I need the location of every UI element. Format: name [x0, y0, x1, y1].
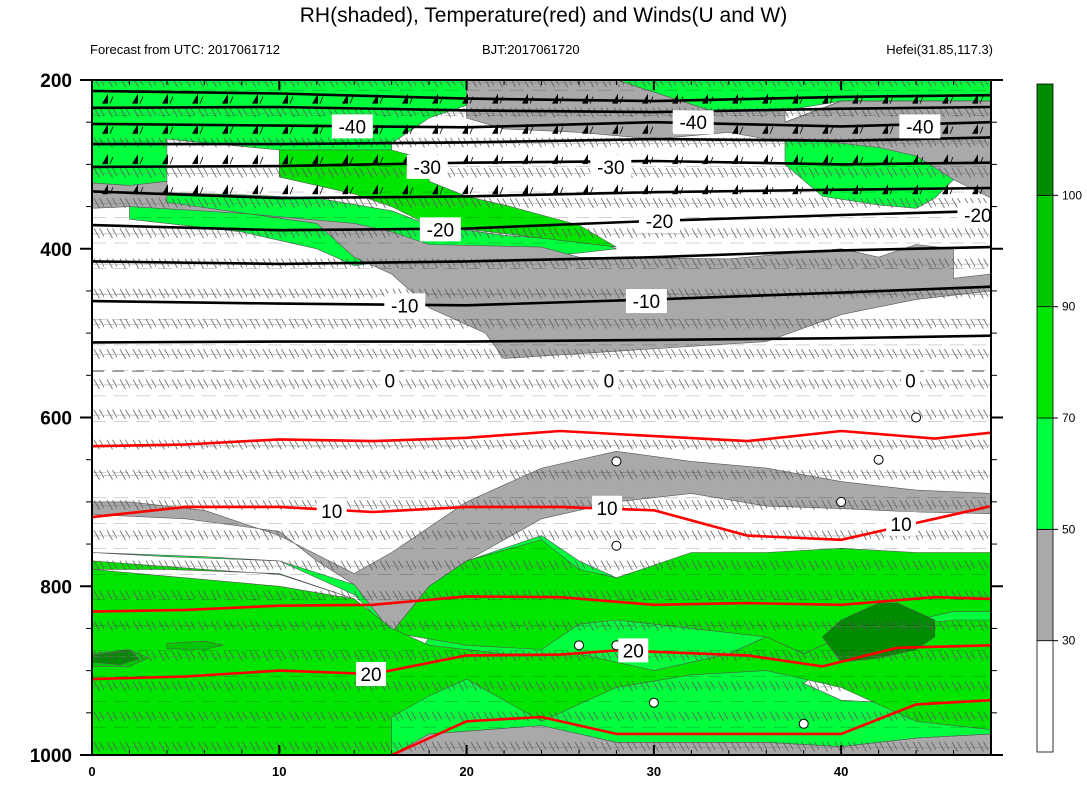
contour-label-box [356, 662, 387, 686]
temperature-isoline [92, 105, 991, 114]
temperature-isoline [92, 644, 991, 681]
temperature-isoline [92, 120, 991, 129]
contour-label-box [592, 495, 623, 520]
w-marker [911, 412, 922, 423]
temperature-isoline [92, 595, 991, 613]
temperature-isoline [92, 285, 991, 307]
temperature-isoline [92, 209, 991, 232]
colorbar-label: 90 [1062, 300, 1076, 314]
y-tick-label: 600 [40, 409, 72, 430]
colorbar-segment [1036, 640, 1054, 753]
contour-label: 0 [385, 371, 396, 392]
colorbar-segment [1036, 194, 1054, 308]
w-marker [573, 640, 584, 651]
contour-label: -20 [646, 212, 673, 233]
contour-label-box [638, 208, 680, 233]
colorbar-segment [1036, 306, 1054, 419]
x-tick-label: 30 [647, 764, 661, 779]
temperature-isoline [92, 504, 991, 542]
y-tick-label: 800 [40, 577, 72, 598]
forecast-init-label: Forecast from UTC: 2017061712 [90, 42, 281, 57]
contour-label-box [316, 499, 347, 524]
station-label: Hefei(31.85,117.3) [886, 42, 993, 57]
y-tick-label: 1000 [30, 746, 72, 767]
contour-label: -20 [427, 220, 454, 241]
temperature-isolines [92, 89, 991, 755]
contour-label-box [599, 368, 619, 393]
colorbar-label: 50 [1062, 522, 1076, 536]
chart-title: RH(shaded), Temperature(red) and Winds(U… [299, 4, 788, 27]
y-tick-label: 400 [40, 240, 72, 261]
colorbar-label: 70 [1062, 411, 1076, 425]
w-marker [798, 718, 809, 729]
contour-label: 10 [596, 499, 617, 520]
contour-label-box [331, 114, 373, 139]
contour-label: -30 [597, 158, 624, 179]
contour-label-box [419, 217, 461, 242]
contour-label-box [406, 154, 448, 179]
w-marker [611, 456, 622, 467]
x-tick-label: 40 [834, 764, 848, 779]
contour-label-box [590, 154, 632, 179]
contour-label: -30 [414, 158, 441, 179]
w-marker [611, 540, 622, 551]
contour-label-box [899, 114, 941, 139]
temperature-isoline [391, 698, 991, 755]
contour-label: -10 [391, 296, 418, 317]
rh-colorbar: 30 50 70 90 100 [1036, 83, 1082, 753]
temperature-isoline [92, 186, 991, 200]
temperature-isoline [92, 334, 991, 344]
temperature-isoline [92, 245, 991, 266]
colorbar-label: 30 [1062, 634, 1076, 648]
colorbar-segment [1036, 83, 1054, 196]
valid-time-label: BJT:2017061720 [482, 42, 580, 57]
contour-label-box [384, 293, 426, 318]
contour-label: -40 [339, 117, 366, 138]
colorbar-segment [1036, 528, 1054, 642]
w-marker [836, 496, 847, 507]
contour-label: 20 [623, 641, 644, 662]
contour-label: 10 [891, 515, 912, 536]
contour-label: -40 [906, 117, 933, 138]
contour-label: 10 [321, 502, 342, 523]
contour-label-box [672, 110, 714, 135]
wind-barbs [92, 80, 991, 755]
contour-label-box [886, 511, 917, 536]
contour-label: -20 [964, 206, 991, 227]
x-tick-label: 0 [88, 764, 95, 779]
y-tick-label: 200 [40, 71, 72, 92]
w-marker [873, 454, 884, 465]
w-marker [648, 697, 659, 708]
x-tick-label: 20 [459, 764, 473, 779]
contour-label: 0 [604, 371, 615, 392]
contour-label-box [625, 289, 667, 314]
contour-label-box [618, 638, 649, 663]
contour-label: -10 [633, 292, 660, 313]
contour-label-box [380, 368, 400, 393]
contour-label: 20 [360, 665, 381, 686]
contour-label: 0 [905, 371, 916, 392]
x-tick-label: 10 [272, 764, 286, 779]
contour-label-box [900, 368, 920, 393]
temperature-isoline [92, 159, 991, 169]
colorbar-label: 100 [1062, 188, 1082, 202]
temperature-isoline [92, 136, 991, 146]
temperature-isoline [92, 429, 991, 448]
temperature-isoline [92, 89, 991, 103]
vertical-velocity-markers [573, 412, 922, 729]
contour-label: -40 [679, 113, 706, 134]
colorbar-segment [1036, 417, 1054, 530]
